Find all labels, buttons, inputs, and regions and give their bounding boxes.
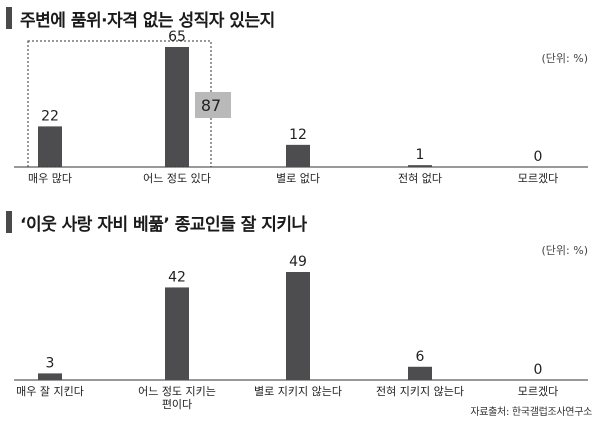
- chart-2-title: ‘이웃 사랑 자비 베풂’ 종교인들 잘 지키나: [20, 214, 307, 235]
- chart-1-unit-label: (단위: %): [541, 52, 588, 65]
- bar-0: [38, 373, 62, 380]
- bar-2: [286, 272, 310, 380]
- title-accent-bar: [6, 211, 12, 233]
- bar-3: [408, 165, 432, 167]
- bar-0: [38, 126, 62, 167]
- title-accent-bar: [6, 7, 12, 29]
- category-label-3: 전혀 없다: [398, 172, 442, 185]
- value-label-4: 0: [534, 362, 543, 378]
- value-label-1: 42: [168, 269, 186, 285]
- category-label-0: 매우 잘 지킨다: [16, 385, 84, 398]
- bar-1: [165, 287, 189, 380]
- category-label-2: 별로 지키지 않는다: [254, 385, 342, 398]
- chart-panel-1: 주변에 품위·자격 없는 성직자 있는지 (단위: %) 22 매우 많다 65 어느…: [0, 0, 600, 200]
- category-label-0: 매우 많다: [28, 172, 72, 185]
- value-label-2: 49: [289, 254, 307, 270]
- value-label-0: 22: [41, 108, 59, 124]
- value-label-1: 65: [168, 29, 186, 45]
- chart-1-plot: 22 매우 많다 65 어느 정도 있다 12 별로 없다 1 전혀 없다 0 모르겠다 87: [14, 29, 588, 185]
- category-label-1: 편이다: [162, 398, 192, 411]
- category-label-1: 어느 정도 지키는: [138, 385, 216, 398]
- chart-1-title-row: 주변에 품위·자격 없는 성직자 있는지: [6, 6, 275, 31]
- chart-panel-2: ‘이웃 사랑 자비 베풂’ 종교인들 잘 지키나 (단위: %) 3 매우 잘 지…: [0, 204, 600, 424]
- chart-1-title: 주변에 품위·자격 없는 성직자 있는지: [20, 10, 275, 31]
- value-label-0: 3: [46, 355, 55, 371]
- value-label-4: 0: [534, 149, 543, 165]
- value-label-3: 1: [416, 147, 425, 163]
- value-label-2: 12: [289, 127, 307, 143]
- category-label-4: 모르겠다: [518, 385, 558, 398]
- value-label-3: 6: [416, 349, 425, 365]
- source-note: 자료출처: 한국갤럽조사연구소: [470, 407, 592, 418]
- category-label-4: 모르겠다: [518, 172, 558, 185]
- sum-badge: [195, 92, 231, 118]
- category-label-2: 별로 없다: [276, 172, 320, 185]
- bar-3: [408, 366, 432, 380]
- sum-badge-label: 87: [201, 96, 221, 115]
- chart-2-title-row: ‘이웃 사랑 자비 베풂’ 종교인들 잘 지키나: [6, 210, 307, 235]
- category-label-3: 전혀 지키지 않는다: [376, 385, 464, 398]
- bar-1: [165, 47, 189, 167]
- chart-2-unit-label: (단위: %): [541, 244, 588, 257]
- category-label-1: 어느 정도 있다: [143, 172, 211, 185]
- bar-2: [286, 144, 310, 167]
